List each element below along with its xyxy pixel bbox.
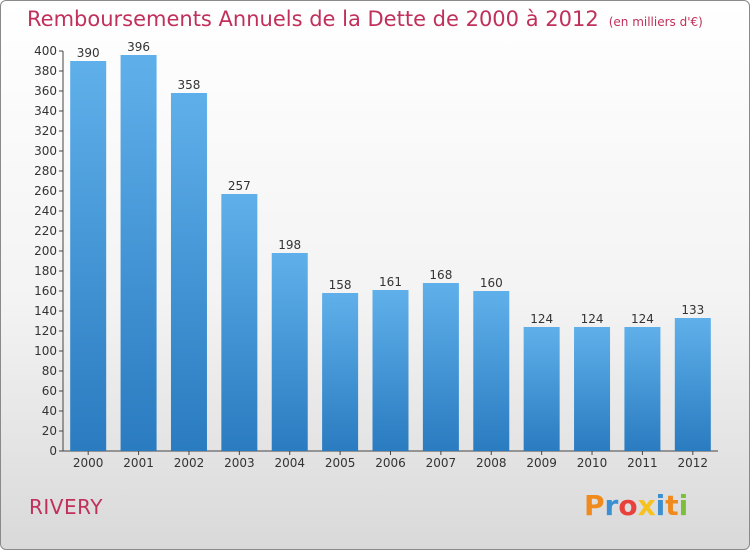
bar-value-label: 390 (77, 46, 100, 60)
bar-value-label: 124 (581, 312, 604, 326)
bar-value-label: 198 (278, 238, 301, 252)
brand-letter: x (637, 489, 656, 522)
bars (70, 55, 711, 451)
bar (70, 61, 107, 451)
x-tick-label: 2003 (224, 456, 255, 470)
x-tick-label: 2000 (73, 456, 104, 470)
y-tick-label: 40 (42, 404, 57, 418)
bar (372, 290, 409, 451)
bar (624, 327, 661, 451)
bar-value-label: 396 (127, 40, 150, 54)
x-tick-label: 2012 (678, 456, 709, 470)
bar (170, 93, 207, 451)
commune-name: RIVERY (29, 495, 103, 519)
y-tick-label: 400 (34, 44, 57, 58)
y-tick-label: 140 (34, 304, 57, 318)
brand-letter: i (655, 489, 666, 522)
x-tick-label: 2004 (274, 456, 305, 470)
bar (574, 327, 611, 451)
data-labels: 390 396 358 257 198 158 161 168 160 124 124 124 133 (77, 40, 705, 326)
bar-value-label: 133 (681, 303, 704, 317)
y-tick-label: 380 (34, 64, 57, 78)
x-tick-label: 2011 (627, 456, 658, 470)
y-tick-label: 0 (49, 444, 57, 458)
y-tick-label: 200 (34, 244, 57, 258)
y-tick-label: 340 (34, 104, 57, 118)
bar (271, 253, 308, 451)
x-tick-label: 2010 (577, 456, 608, 470)
bar-value-label: 158 (329, 278, 352, 292)
x-axis: 2000 2001 2002 2003 2004 2005 2006 2007 2008 2009… (63, 450, 718, 470)
bar-value-label: 124 (530, 312, 553, 326)
bar (120, 55, 157, 451)
brand-letter: r (604, 489, 619, 522)
x-tick-label: 2001 (123, 456, 154, 470)
bar (221, 194, 258, 451)
chart-title-text: Remboursements Annuels de la Dette de 20… (27, 7, 599, 31)
y-tick-label: 120 (34, 324, 57, 338)
brand-letter: i (678, 489, 689, 522)
y-tick-label: 60 (42, 384, 57, 398)
y-tick-label: 100 (34, 344, 57, 358)
y-tick-label: 160 (34, 284, 57, 298)
y-tick-label: 20 (42, 424, 57, 438)
y-tick-label: 180 (34, 264, 57, 278)
chart-title: Remboursements Annuels de la Dette de 20… (27, 7, 703, 31)
brand-letter: t (665, 489, 679, 522)
y-tick-label: 360 (34, 84, 57, 98)
x-tick-label: 2005 (325, 456, 356, 470)
y-tick-label: 300 (34, 144, 57, 158)
y-tick-label: 240 (34, 204, 57, 218)
y-axis: 0 20 40 60 80 100 120 140 160 180 200 220 240 260 280 3… (34, 44, 64, 458)
x-tick-label: 2006 (375, 456, 406, 470)
brand-letter: P (584, 489, 605, 522)
bar-value-label: 124 (631, 312, 654, 326)
bar-value-label: 358 (178, 78, 201, 92)
bar-value-label: 161 (379, 275, 402, 289)
y-tick-label: 280 (34, 164, 57, 178)
x-tick-label: 2009 (526, 456, 557, 470)
bar-value-label: 160 (480, 276, 503, 290)
x-tick-label: 2008 (476, 456, 507, 470)
brand-letter: o (618, 489, 638, 522)
bar-value-label: 168 (429, 268, 452, 282)
brand-logo: Proxiti (584, 489, 688, 522)
bar (674, 318, 711, 451)
bar-value-label: 257 (228, 179, 251, 193)
bar (422, 283, 459, 451)
x-tick-label: 2002 (174, 456, 205, 470)
y-tick-label: 320 (34, 124, 57, 138)
y-tick-label: 220 (34, 224, 57, 238)
bar (523, 327, 560, 451)
y-tick-label: 80 (42, 364, 57, 378)
x-tick-label: 2007 (426, 456, 457, 470)
y-tick-label: 260 (34, 184, 57, 198)
bar (473, 291, 510, 451)
chart-subtitle: (en milliers d'€) (608, 15, 703, 29)
bar (322, 293, 359, 451)
